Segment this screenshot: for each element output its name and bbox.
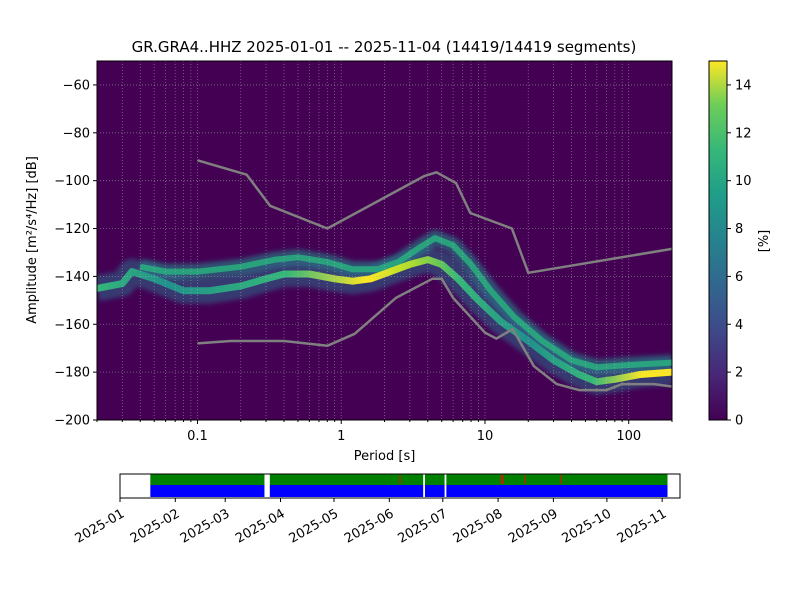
timeline-tick-label: 2025-11 (615, 506, 670, 546)
colorbar-ticks: 0 2 4 6 8 10 12 14 (727, 78, 752, 429)
timeline-available-bar (150, 485, 668, 497)
colorbar-tick-label: 8 (735, 222, 743, 237)
timeline-tick-label: 2025-07 (395, 506, 450, 546)
y-tick-label: −60 (63, 78, 90, 93)
timeline-frame (119, 473, 681, 499)
timeline-tick-label: 2025-06 (342, 506, 397, 546)
y-tick-label: −180 (54, 366, 90, 381)
timeline-gap (423, 474, 425, 498)
colorbar-tick-label: 6 (735, 270, 743, 285)
density-ridges (97, 230, 672, 395)
timeline-tick-label: 2025-05 (287, 506, 342, 546)
colorbar-tick-label: 2 (735, 366, 743, 381)
x-axis-label: Period [s] (354, 449, 416, 464)
timeline-bars (150, 474, 668, 498)
timeline-tick-label: 2025-04 (233, 506, 288, 546)
psd-heatmap-plot: 0.1 1 10 100 −60 −80 −100 −120 −140 −160 −180 −200… (25, 60, 673, 464)
colorbar: 0 2 4 6 8 10 12 14 [%] (708, 60, 772, 429)
ridge-upper (139, 235, 672, 371)
y-tick-label: −200 (54, 414, 90, 429)
colorbar-frame (708, 60, 728, 421)
timeline-gap (444, 474, 447, 498)
ridge-main (97, 256, 672, 386)
timeline-tick-label: 2025-08 (451, 506, 506, 546)
low-noise-model-line (197, 277, 672, 392)
y-tick-label: −120 (54, 222, 90, 237)
high-noise-model-line (197, 159, 672, 275)
colorbar-label: [%] (757, 230, 772, 253)
x-tick-label: 10 (477, 429, 494, 444)
timeline-used-bar (150, 474, 668, 485)
noise-model-lines (197, 159, 672, 392)
x-tick-label: 0.1 (187, 429, 208, 444)
timeline-tick-label: 2025-03 (178, 506, 233, 546)
y-tick-label: −80 (63, 126, 90, 141)
colorbar-tick-label: 0 (735, 414, 743, 429)
y-axis-label: Amplitude [m²/s⁴/Hz] [dB] (25, 156, 40, 324)
x-tick-label: 1 (337, 429, 345, 444)
timeline-tick-label: 2025-09 (506, 506, 561, 546)
x-ticks: 0.1 1 10 100 (96, 420, 673, 444)
colorbar-tick-label: 10 (735, 174, 752, 189)
y-tick-label: −100 (54, 174, 90, 189)
timeline-tick-label: 2025-01 (73, 506, 128, 546)
colorbar-gradient (709, 61, 727, 420)
chart-title: GR.GRA4..HHZ 2025-01-01 -- 2025-11-04 (1… (132, 38, 637, 56)
y-tick-label: −140 (54, 270, 90, 285)
colorbar-tick-label: 14 (735, 78, 752, 93)
x-tick-label: 100 (616, 429, 641, 444)
timeline-tick-label: 2025-02 (128, 506, 183, 546)
colorbar-tick-label: 4 (735, 318, 743, 333)
y-ticks: −60 −80 −100 −120 −140 −160 −180 −200 (54, 78, 97, 429)
y-tick-label: −160 (54, 318, 90, 333)
colorbar-tick-label: 12 (735, 126, 752, 141)
timeline-tick-label: 2025-10 (560, 506, 615, 546)
timeline-gap (264, 474, 270, 498)
